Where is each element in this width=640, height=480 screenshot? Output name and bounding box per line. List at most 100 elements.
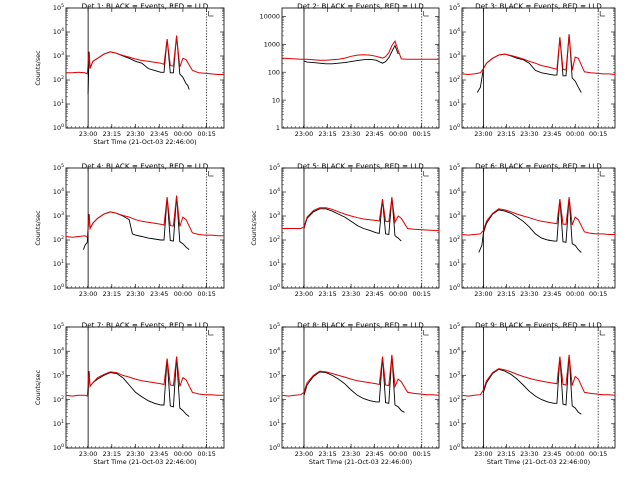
x-axis-label: Start Time (21-Oct-03 22:46:00) (93, 458, 196, 466)
lld-series-line (282, 39, 439, 61)
y-tick-label: 10000 (260, 13, 280, 21)
y-tick-label: 103 (269, 371, 280, 380)
y-tick-label: 102 (449, 75, 460, 84)
y-tick-label: 103 (449, 51, 460, 60)
y-tick-label: 103 (53, 371, 64, 380)
detector-panel-4: Det 4: BLACK = Events, RED = LLD 100 101 10… (34, 162, 225, 298)
y-tick-label: 102 (53, 75, 64, 84)
x-tick-label: 00:00 (174, 450, 192, 458)
y-tick-label: 101 (449, 99, 460, 108)
x-tick-label: 23:30 (520, 130, 538, 138)
x-tick-label: 23:00 (79, 290, 97, 298)
lld-series-line (66, 356, 224, 397)
x-tick-label: 23:15 (103, 290, 121, 298)
x-tick-label: 23:15 (318, 450, 336, 458)
y-tick-label: 101 (53, 419, 64, 428)
x-tick-label: 23:15 (103, 130, 121, 138)
panel-title: Det 5: BLACK = Events, RED = LLD (297, 162, 424, 171)
plot-frame (461, 326, 616, 449)
y-tick-label: 100 (449, 123, 460, 132)
events-series-line (303, 197, 402, 242)
y-tick-label: 104 (449, 27, 460, 36)
y-tick-label: 100 (269, 283, 280, 292)
x-tick-label: 23:45 (150, 130, 168, 138)
panel-title: Det 4: BLACK = Events, RED = LLD (82, 162, 209, 171)
y-tick-label: 100 (449, 283, 460, 292)
y-tick-label: 101 (53, 259, 64, 268)
lld-series-line (66, 195, 224, 239)
x-tick-label: 23:30 (520, 450, 538, 458)
y-tick-label: 102 (449, 395, 460, 404)
x-tick-label: 23:00 (79, 450, 97, 458)
panel-title: Det 8: BLACK = Events, RED = LLD (297, 321, 424, 330)
y-tick-label: 105 (449, 322, 460, 331)
y-tick-label: 101 (449, 419, 460, 428)
x-tick-label: 23:15 (318, 290, 336, 298)
lld-series-line (462, 354, 615, 397)
x-tick-label: 00:15 (589, 130, 607, 138)
events-series-line (303, 354, 405, 413)
detector-panel-5: Det 5: BLACK = Events, RED = LLD 100 101 10… (250, 162, 440, 298)
x-tick-label: 00:00 (389, 130, 407, 138)
x-tick-label: 23:15 (497, 130, 515, 138)
plot-frame (281, 7, 440, 129)
x-tick-label: 23:30 (126, 290, 144, 298)
x-tick-label: 00:00 (174, 290, 192, 298)
plot-frame (461, 7, 616, 129)
x-tick-label: 23:45 (365, 450, 383, 458)
x-tick-label: 23:30 (342, 450, 360, 458)
x-tick-label: 23:15 (497, 450, 515, 458)
x-tick-label: 23:15 (103, 450, 121, 458)
x-tick-label: 23:00 (295, 130, 313, 138)
y-tick-label: 103 (449, 211, 460, 220)
x-tick-label: 23:45 (543, 290, 561, 298)
events-series-line (87, 35, 190, 95)
x-tick-label: 23:45 (543, 450, 561, 458)
detector-panel-1: Det 1: BLACK = Events, RED = LLD 100 101 10… (34, 2, 225, 146)
events-series-line (478, 197, 582, 253)
y-tick-label: 100 (268, 68, 280, 76)
y-tick-label: 101 (449, 259, 460, 268)
x-axis-label: Start Time (21-Oct-03 22:46:00) (487, 458, 590, 466)
y-tick-label: 102 (269, 235, 280, 244)
detector-panel-9: Det 9: BLACK = Events, RED = LLD 100 101 10… (449, 321, 616, 466)
y-tick-label: 100 (53, 443, 64, 452)
x-tick-label: 23:45 (150, 450, 168, 458)
x-tick-label: 00:15 (197, 130, 215, 138)
x-tick-label: 00:15 (589, 450, 607, 458)
events-series-line (476, 34, 582, 93)
x-tick-label: 23:30 (126, 450, 144, 458)
detector-panel-2: Det 2: BLACK = Events, RED = LLD 1 10 100 10… (260, 2, 440, 138)
y-tick-label: 102 (269, 395, 280, 404)
plot-frame (461, 167, 616, 289)
x-tick-label: 23:00 (295, 290, 313, 298)
y-tick-label: 105 (269, 322, 280, 331)
x-tick-label: 23:45 (543, 130, 561, 138)
y-tick-label: 103 (269, 211, 280, 220)
y-tick-label: 103 (53, 51, 64, 60)
y-tick-label: 101 (269, 259, 280, 268)
panel-title: Det 1: BLACK = Events, RED = LLD (82, 2, 209, 11)
lld-series-line (282, 197, 439, 231)
plot-frame (281, 326, 440, 449)
y-tick-label: 105 (449, 3, 460, 12)
events-series-line (303, 44, 399, 65)
x-tick-label: 00:15 (197, 450, 215, 458)
panel-title: Det 2: BLACK = Events, RED = LLD (297, 2, 424, 11)
y-tick-label: 104 (53, 27, 64, 36)
y-tick-label: 103 (449, 371, 460, 380)
y-tick-label: 104 (53, 187, 64, 196)
y-tick-label: 102 (449, 235, 460, 244)
x-tick-label: 23:30 (126, 130, 144, 138)
x-tick-label: 00:15 (589, 290, 607, 298)
plot-frame (65, 167, 225, 289)
detector-panel-3: Det 3: BLACK = Events, RED = LLD 100 101 10… (449, 2, 616, 138)
y-tick-label: 104 (53, 346, 64, 355)
detector-panel-7: Det 7: BLACK = Events, RED = LLD 100 101 10… (34, 321, 225, 466)
y-tick-label: 100 (449, 443, 460, 452)
y-tick-label: 100 (269, 443, 280, 452)
x-tick-label: 00:15 (413, 130, 431, 138)
y-tick-label: 101 (53, 99, 64, 108)
y-tick-label: 105 (53, 322, 64, 331)
